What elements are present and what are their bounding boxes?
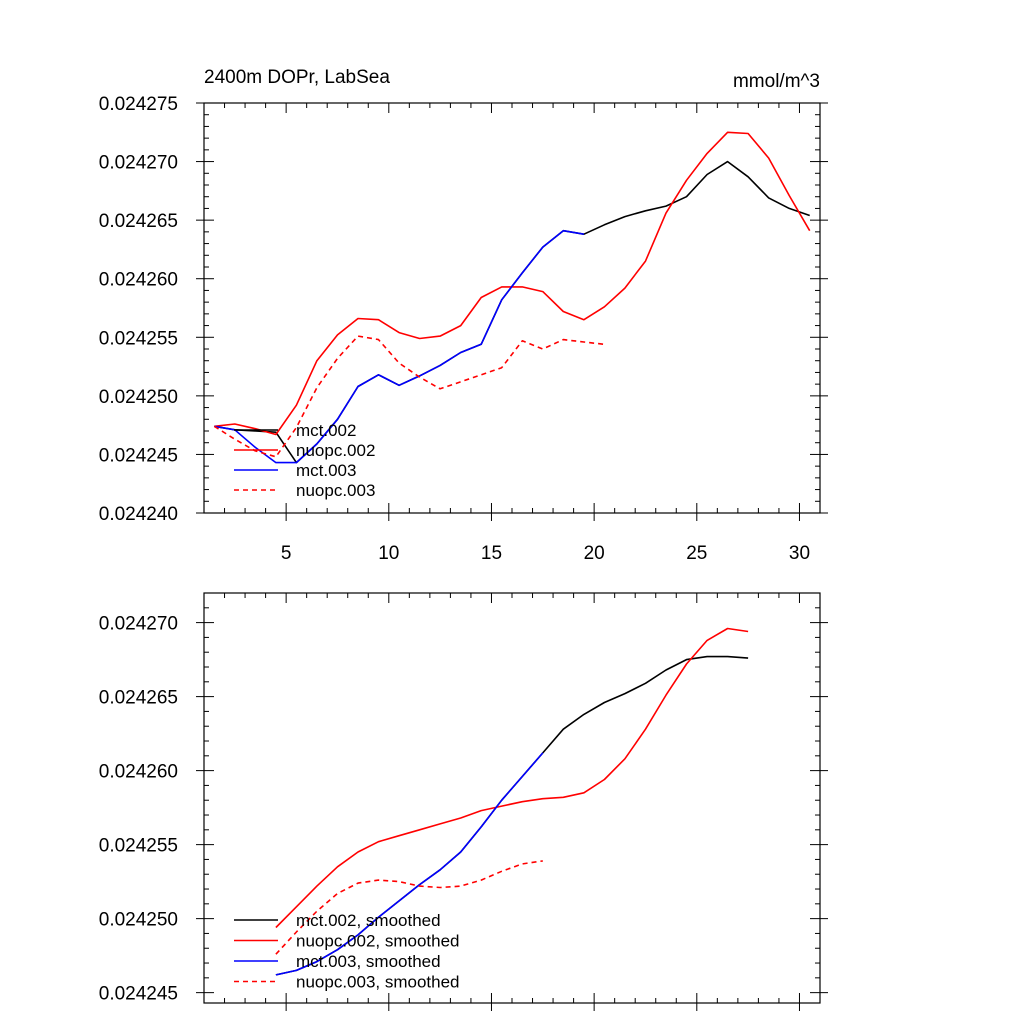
top-y-tick-label: 0.024255 [99,328,178,349]
top-legend-label: mct.002 [296,421,356,440]
top-series-mct-003 [214,229,585,464]
top-y-tick-label: 0.024275 [99,94,178,115]
top-legend-label: mct.003 [296,461,356,480]
top-series [213,131,811,464]
bottom-legend-label: nuopc.002, smoothed [296,932,460,951]
bottom-y-tick-label: 0.024250 [99,910,178,931]
bottom-legend-label: nuopc.003, smoothed [296,973,460,992]
top-chart-panel: 2400m DOPr, LabSea mmol/m^3 0.0242400.02… [99,67,828,564]
top-series-nuopc-002 [214,131,811,436]
top-x-tick-label: 30 [789,543,810,564]
bottom-legend-label: mct.003, smoothed [296,952,441,971]
top-legend-label: nuopc.003 [296,481,375,500]
top-legend-label: nuopc.002 [296,441,375,460]
bottom-y-tick-label: 0.024270 [99,614,178,635]
bottom-ticks [196,592,828,1011]
bottom-series-nuopc-002-smoothed [275,627,749,929]
top-x-tick-labels: 5 10 15 20 25 30 [281,543,810,564]
bottom-legend-label: mct.002, smoothed [296,911,441,930]
bottom-y-tick-label: 0.024245 [99,984,178,1005]
top-x-tick-label: 20 [584,543,605,564]
top-y-tick-label: 0.024270 [99,153,178,174]
bottom-y-tick-label: 0.024255 [99,836,178,857]
top-chart-title: 2400m DOPr, LabSea [204,67,390,88]
bottom-series-nuopc-003-smoothed [275,860,543,955]
bottom-y-tick-label: 0.024265 [99,688,178,709]
top-y-tick-label: 0.024265 [99,211,178,232]
top-y-tick-label: 0.024245 [99,445,178,466]
top-y-tick-label: 0.024250 [99,387,178,408]
bottom-y-tick-label: 0.024260 [99,762,178,783]
top-x-tick-label: 25 [686,543,707,564]
top-y-tick-label: 0.024240 [99,504,178,525]
top-series-mct-002 [214,160,810,464]
top-chart-units: mmol/m^3 [733,71,820,92]
bottom-y-tick-labels: 0.024245 0.024250 0.024255 0.024260 0.024265… [99,614,178,1005]
top-x-tick-label: 10 [378,543,399,564]
bottom-series-mct-003-smoothed [275,752,544,976]
top-y-tick-label: 0.024260 [99,270,178,291]
top-ticks [196,102,828,521]
top-x-tick-label: 15 [481,543,502,564]
bottom-chart-panel: 0.024245 0.024250 0.024255 0.024260 0.024265… [99,592,828,1011]
bottom-legend: mct.002, smoothed nuopc.002, smoothedmct.… [234,911,460,992]
top-series-nuopc-003 [213,335,605,458]
bottom-series [275,627,749,976]
top-x-tick-label: 5 [281,543,292,564]
top-y-tick-labels: 0.024240 0.024245 0.024250 0.024255 0.024260… [99,94,178,525]
